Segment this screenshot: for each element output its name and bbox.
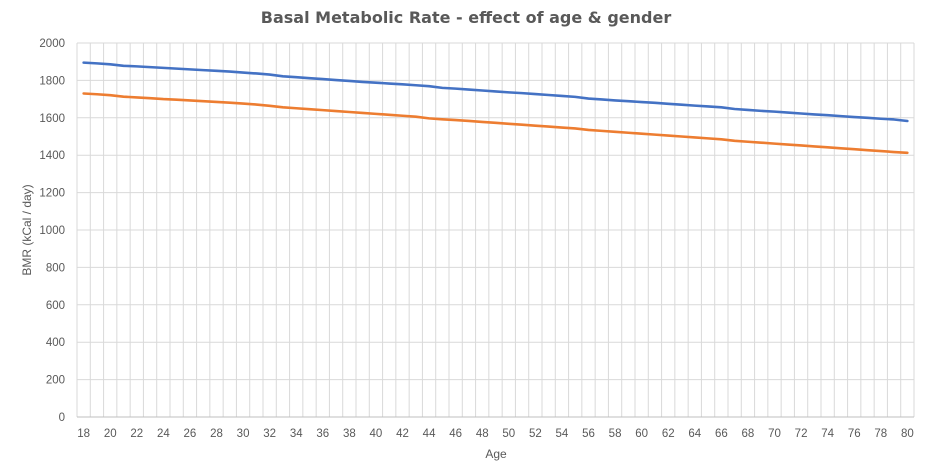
x-tick-label: 42 bbox=[396, 428, 409, 440]
x-tick-label: 28 bbox=[210, 428, 223, 440]
y-axis-label: BMR (kCal / day) bbox=[20, 184, 34, 275]
x-tick-label: 68 bbox=[742, 428, 755, 440]
x-tick-label: 44 bbox=[423, 428, 436, 440]
x-tick-label: 64 bbox=[688, 428, 701, 440]
x-tick-label: 20 bbox=[104, 428, 117, 440]
y-tick-label: 1600 bbox=[39, 113, 65, 125]
x-tick-label: 32 bbox=[263, 428, 276, 440]
x-tick-label: 62 bbox=[662, 428, 675, 440]
x-tick-label: 70 bbox=[768, 428, 781, 440]
x-tick-label: 76 bbox=[848, 428, 861, 440]
x-tick-label: 34 bbox=[290, 428, 303, 440]
x-tick-label: 72 bbox=[795, 428, 808, 440]
x-tick-label: 24 bbox=[157, 428, 170, 440]
x-tick-label: 52 bbox=[529, 428, 542, 440]
x-axis-ticks: 18 20 22 24 26 28 30 32 34 36 38 40 42 44 46 48 50 52 54 56… bbox=[77, 428, 914, 440]
x-tick-label: 54 bbox=[556, 428, 569, 440]
x-tick-label: 30 bbox=[237, 428, 250, 440]
y-tick-label: 2000 bbox=[39, 38, 65, 50]
x-tick-label: 48 bbox=[476, 428, 489, 440]
x-tick-label: 66 bbox=[715, 428, 728, 440]
series-group bbox=[82, 61, 909, 155]
grid bbox=[76, 42, 915, 418]
y-tick-label: 1400 bbox=[39, 150, 65, 162]
y-tick-label: 400 bbox=[46, 337, 65, 349]
y-tick-label: 0 bbox=[59, 412, 65, 424]
x-tick-label: 60 bbox=[635, 428, 648, 440]
x-tick-label: 22 bbox=[130, 428, 143, 440]
y-tick-label: 1000 bbox=[39, 225, 65, 237]
x-tick-label: 40 bbox=[370, 428, 383, 440]
x-tick-label: 78 bbox=[874, 428, 887, 440]
x-tick-label: 38 bbox=[343, 428, 356, 440]
y-tick-label: 1200 bbox=[39, 188, 65, 200]
x-tick-label: 50 bbox=[502, 428, 515, 440]
x-tick-label: 46 bbox=[449, 428, 462, 440]
y-tick-label: 600 bbox=[46, 300, 65, 312]
x-tick-label: 56 bbox=[582, 428, 595, 440]
x-tick-label: 74 bbox=[821, 428, 834, 440]
x-tick-label: 26 bbox=[184, 428, 197, 440]
y-tick-label: 200 bbox=[46, 375, 65, 387]
series-line-1 bbox=[82, 61, 909, 123]
x-tick-label: 18 bbox=[77, 428, 90, 440]
y-axis-ticks: 0 200 400 600 800 1000 1200 1400 1600 1800 2000 bbox=[39, 38, 65, 424]
x-tick-label: 80 bbox=[901, 428, 914, 440]
x-axis-label: Age bbox=[485, 447, 507, 461]
y-tick-label: 1800 bbox=[39, 75, 65, 87]
series-line-2 bbox=[82, 92, 909, 155]
chart-title: Basal Metabolic Rate - effect of age & g… bbox=[261, 8, 672, 27]
x-tick-label: 36 bbox=[316, 428, 329, 440]
x-tick-label: 58 bbox=[609, 428, 622, 440]
y-tick-label: 800 bbox=[46, 262, 65, 274]
